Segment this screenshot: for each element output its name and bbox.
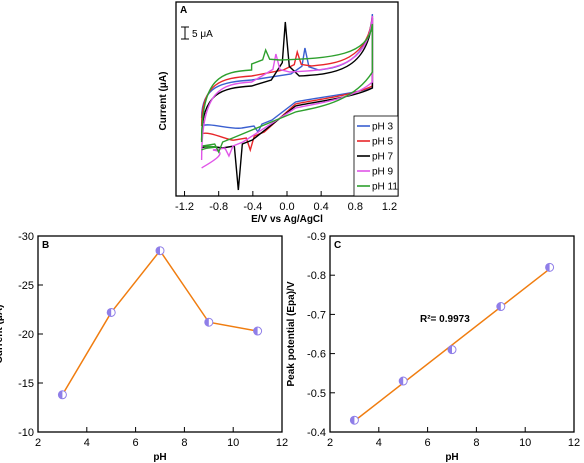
- ytick-label: -0.4: [307, 427, 326, 439]
- xtick-label: 6: [133, 437, 139, 449]
- xtick-label: 2: [327, 437, 333, 449]
- xtick-label: 12: [568, 437, 580, 449]
- panel-letter: C: [334, 240, 341, 251]
- panel-a-xtick-label: 0.0: [279, 201, 294, 213]
- ytick-label: -10: [18, 427, 34, 439]
- panel-a-xtick-label: -0.4: [243, 201, 262, 213]
- panel-a-xtick-label: 0.4: [314, 201, 329, 213]
- ytick-label: -25: [18, 280, 34, 292]
- ytick-label: -0.8: [307, 270, 326, 282]
- r-squared-annotation: R²= 0.9973: [420, 314, 470, 325]
- data-point-half: [204, 318, 209, 327]
- data-point-half: [156, 246, 160, 255]
- data-point-half: [107, 308, 112, 317]
- ytick-label: -0.9: [307, 231, 326, 243]
- ytick-label: -20: [18, 329, 34, 341]
- data-point-half: [448, 345, 452, 354]
- panel-a-ylabel: Current (μA): [158, 72, 169, 131]
- xtick-label: 6: [425, 437, 431, 449]
- ytick-label: -15: [18, 378, 34, 390]
- legend-label: pH 11: [372, 182, 398, 193]
- data-point-half: [350, 416, 355, 425]
- ytick-label: -0.5: [307, 388, 326, 400]
- xlabel: pH: [445, 452, 458, 463]
- ylabel: Peak potential (Epa)/V: [286, 281, 297, 386]
- xtick-label: 10: [227, 437, 239, 449]
- xtick-label: 4: [376, 437, 382, 449]
- legend-label: pH 5: [372, 137, 394, 148]
- xtick-label: 8: [473, 437, 479, 449]
- panel-a-xtick-label: 1.2: [382, 201, 397, 213]
- ytick-label: -0.7: [307, 309, 326, 321]
- data-point-half: [399, 377, 404, 386]
- xtick-label: 4: [84, 437, 90, 449]
- panel-a-xlabel: E/V vs Ag/AgCl: [251, 214, 323, 225]
- xtick-label: 10: [519, 437, 531, 449]
- panel-b-frame: [37, 235, 283, 433]
- fit-line: [353, 268, 551, 422]
- legend-label: pH 3: [372, 122, 394, 133]
- ytick-label: -0.6: [307, 349, 326, 361]
- data-line: [61, 249, 258, 396]
- panel-c-frame: [329, 235, 575, 433]
- panel-a-curves: [200, 13, 374, 191]
- panel-a-xtick-label: -0.8: [209, 201, 228, 213]
- xtick-label: 8: [181, 437, 187, 449]
- panel-a-xtick-label: 0.8: [348, 201, 363, 213]
- xlabel: pH: [153, 452, 166, 463]
- data-point-half: [58, 390, 63, 399]
- xtick-label: 2: [35, 437, 41, 449]
- scale-bar-label: 5 μA: [192, 29, 213, 40]
- data-point-half: [253, 327, 258, 336]
- data-point-half: [496, 302, 501, 311]
- cv-curve-ph11: [200, 23, 374, 154]
- legend-label: pH 9: [372, 167, 394, 178]
- ytick-label: -30: [18, 231, 34, 243]
- cv-curve-ph7: [200, 17, 374, 191]
- panel-a-xtick-label: -1.2: [175, 201, 194, 213]
- panel-letter: B: [42, 240, 49, 251]
- xtick-label: 12: [276, 437, 288, 449]
- panel-a-letter: A: [180, 5, 187, 16]
- data-point-half: [545, 263, 550, 272]
- legend-label: pH 7: [372, 152, 394, 163]
- ylabel: Current (μA): [0, 305, 5, 364]
